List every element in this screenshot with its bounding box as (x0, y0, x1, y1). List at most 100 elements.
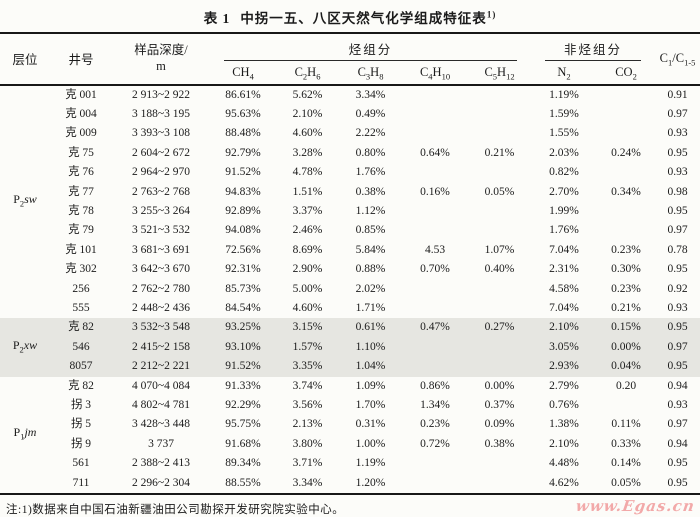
horizon-label: P2sw (13, 192, 37, 209)
cell-c5h12: 0.38% (484, 437, 515, 450)
cell-co2: 0.21% (611, 301, 641, 314)
cell-ratio: 0.94 (667, 379, 688, 392)
cell-c2h6: 3.56% (292, 399, 323, 411)
cell-c2h6: 4.78% (292, 166, 323, 179)
cell-co2: 0.20 (615, 379, 637, 392)
cell-c2h6: 2.10% (292, 107, 323, 120)
cell-well: 555 (72, 301, 90, 314)
cell-ch4: 93.25% (210, 318, 276, 338)
cell-n2: 1.99% (549, 204, 579, 217)
cell-ch4: 93.10% (210, 337, 276, 358)
cell-c3h8: 2.22% (355, 127, 386, 140)
table-header: 层位 井号 样品深度/ m 烃组分 非烃组分 C1/C1-5 CH4 C2H6 … (0, 33, 700, 85)
cell-c3h8: 0.80% (355, 146, 386, 159)
cell-co2: 0.04% (597, 357, 656, 377)
cell-ratio: 0.97 (667, 224, 688, 237)
cell-depth: 2 448~2 436 (132, 301, 190, 314)
gas-composition-table: 层位 井号 样品深度/ m 烃组分 非烃组分 C1/C1-5 CH4 C2H6 … (0, 32, 700, 496)
cell-depth: 3 521~3 532 (132, 224, 190, 237)
cell-c4h10: 1.34% (420, 399, 450, 411)
col-header-horizon: 层位 (12, 53, 38, 68)
cell-c3h8: 0.38% (355, 185, 386, 198)
col-header-well: 井号 (68, 53, 94, 68)
hydrocarbon-group-label: 烃组分 (224, 36, 518, 61)
cell-ch4: 88.48% (225, 127, 261, 140)
cell-c3h8: 1.19% (355, 457, 386, 470)
cell-depth: 3 681~3 691 (132, 243, 190, 256)
cell-depth: 2 762~2 780 (132, 282, 190, 295)
cell-c2h6: 3.80% (292, 437, 323, 450)
table-row: 546 2 415~2 158 93.10% 1.57% 1.10% 3.05% 0.00%… (0, 337, 700, 358)
cell-ch4: 88.55% (225, 476, 261, 489)
cell-c3h8: 1.09% (355, 379, 386, 392)
cell-c2h6: 5.00% (292, 282, 323, 295)
cell-ratio: 0.78 (667, 243, 688, 256)
cell-well: 克 004 (65, 107, 97, 120)
table-row: 克 78 3 255~3 264 92.89% 3.37% 1.12% 1.99% 0.95 (0, 202, 700, 221)
cell-co2 (597, 396, 655, 415)
horizon-label: P2xw (0, 318, 50, 377)
cell-c4h10 (402, 105, 468, 124)
cell-co2 (597, 105, 655, 124)
cell-c4h10: 0.70% (420, 263, 450, 276)
cell-c4h10: 0.72% (420, 437, 450, 450)
cell-ch4: 91.52% (210, 357, 276, 377)
cell-c4h10 (402, 124, 468, 143)
cell-depth: 3 642~3 670 (132, 263, 190, 276)
cell-c2h6: 1.51% (292, 185, 323, 198)
cell-n2: 1.59% (549, 107, 579, 120)
cell-well: 拐 3 (70, 399, 92, 411)
cell-c4h10: 0.86% (420, 379, 450, 392)
cell-c3h8: 3.34% (355, 88, 386, 101)
cell-c5h12: 0.27% (468, 318, 532, 338)
cell-n2: 4.58% (549, 282, 579, 295)
cell-depth: 2 913~2 922 (132, 88, 190, 101)
cell-ch4: 91.33% (225, 379, 261, 392)
cell-c2h6: 8.69% (292, 243, 323, 256)
cell-c3h8: 1.76% (355, 166, 386, 179)
cell-c4h10: 0.47% (402, 318, 468, 338)
cell-c2h6: 3.34% (292, 476, 323, 489)
table-row: 克 101 3 681~3 691 72.56% 8.69% 5.84% 4.53 1.07… (0, 241, 700, 260)
cell-well: 8057 (50, 357, 112, 377)
table-number: 表 1 (203, 11, 231, 26)
cell-depth: 2 604~2 672 (132, 146, 190, 159)
cell-ch4: 92.31% (225, 263, 261, 276)
cell-well: 546 (50, 337, 112, 358)
cell-c5h12 (468, 124, 531, 143)
cell-depth: 2 296~2 304 (132, 476, 190, 489)
cell-depth: 3 532~3 548 (112, 318, 210, 338)
footnote: 注:1)数据来自中国石油新疆油田公司勘探开发研究院实验中心。 (6, 504, 345, 517)
cell-depth: 4 070~4 084 (132, 379, 190, 392)
cell-co2: 0.15% (597, 318, 656, 338)
cell-c4h10 (402, 202, 468, 221)
cell-ratio: 0.95 (667, 146, 688, 159)
cell-well: 克 82 (68, 379, 94, 392)
cell-ratio: 0.92 (667, 282, 688, 295)
table-title: 表 1 中拐一五、八区天然气化学组成特征表1) (0, 0, 700, 27)
cell-depth: 3 393~3 108 (132, 127, 190, 140)
col-header-c5h12: C5H12 (484, 65, 515, 82)
cell-co2 (597, 202, 655, 221)
cell-c3h8: 1.20% (355, 476, 386, 489)
cell-c4h10 (402, 474, 468, 494)
table-row: 克 004 3 188~3 195 95.63% 2.10% 0.49% 1.59% 0.9… (0, 105, 700, 124)
col-header-co2: CO2 (615, 65, 637, 82)
cell-c5h12: 0.00% (484, 379, 515, 392)
cell-ratio: 0.93 (667, 127, 688, 140)
table-title-text: 中拐一五、八区天然气化学组成特征表 (240, 11, 487, 26)
cell-well: 克 79 (68, 224, 94, 237)
cell-c5h12 (468, 454, 531, 473)
cell-n2: 1.55% (549, 127, 579, 140)
cell-c4h10 (402, 337, 468, 358)
cell-c5h12 (468, 474, 531, 494)
cell-c3h8: 0.49% (355, 107, 386, 120)
cell-n2: 1.19% (549, 88, 579, 101)
cell-c5h12 (468, 105, 531, 124)
cell-co2: 0.11% (611, 418, 641, 431)
cell-c5h12: 0.40% (484, 263, 515, 276)
cell-c5h12: 0.05% (484, 185, 515, 198)
col-header-depth: 样品深度/ m (112, 33, 210, 85)
cell-ch4: 84.54% (225, 301, 261, 314)
cell-co2: 0.23% (611, 243, 641, 256)
